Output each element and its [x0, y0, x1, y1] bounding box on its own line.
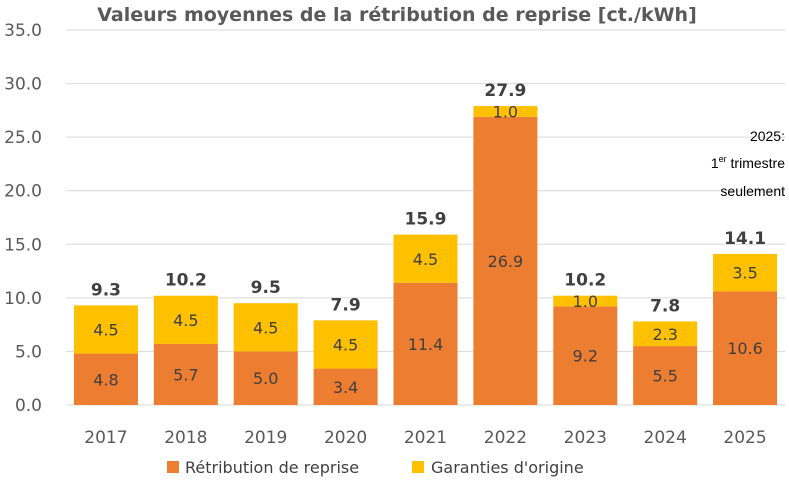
- bar-segment-garanties: [633, 321, 698, 347]
- note-line-2-superscript: er: [719, 154, 727, 164]
- x-tick-label: 2021: [404, 428, 447, 448]
- total-label: 10.2: [165, 271, 207, 291]
- bar-segment-garanties: [393, 234, 458, 283]
- total-label: 7.8: [650, 296, 680, 316]
- data-label: 11.4: [408, 335, 444, 354]
- legend-label-retribution: Rétribution de reprise: [185, 458, 359, 477]
- total-label: 15.9: [405, 210, 447, 230]
- y-tick-label: 15.0: [4, 235, 42, 255]
- bar-segment-retribution: [153, 343, 218, 405]
- note-line-2: 1er trimestre: [711, 154, 785, 171]
- note-line-2-prefix: 1: [711, 155, 719, 171]
- bar-segment-retribution: [713, 291, 778, 405]
- total-label: 7.9: [331, 295, 361, 315]
- bars: 4.84.59.35.74.510.25.04.59.53.44.57.911.…: [73, 81, 778, 406]
- data-label: 2.3: [652, 325, 677, 344]
- x-axis-ticks: 2017 2018 2019 2020 2021 2022 2023 2024 2025: [84, 428, 766, 448]
- bar-segment-retribution: [313, 368, 378, 405]
- bar-segment-garanties: [233, 303, 298, 352]
- x-tick-label: 2018: [164, 428, 207, 448]
- y-axis-ticks: 0.0 5.0 10.0 15.0 20.0 25.0 30.0 35.0: [4, 21, 42, 416]
- annotation-note: 2025: 1er trimestre seulement: [711, 128, 785, 199]
- x-tick-label: 2020: [324, 428, 367, 448]
- data-label: 4.5: [413, 250, 438, 269]
- data-label: 4.5: [333, 335, 358, 354]
- x-tick-label: 2024: [644, 428, 687, 448]
- data-label: 5.7: [173, 365, 198, 384]
- bar-segment-retribution: [73, 353, 138, 405]
- bar-segment-retribution: [633, 346, 698, 405]
- x-tick-label: 2019: [244, 428, 287, 448]
- total-label: 9.3: [91, 280, 121, 300]
- bar-segment-garanties: [313, 320, 378, 369]
- bar-segment-garanties: [73, 305, 138, 354]
- y-tick-label: 35.0: [4, 21, 42, 41]
- bar-segment-garanties: [473, 106, 538, 117]
- data-label: 3.5: [732, 264, 757, 283]
- total-label: 9.5: [251, 278, 281, 298]
- x-tick-label: 2017: [84, 428, 127, 448]
- data-label: 4.8: [93, 370, 118, 389]
- data-label: 4.5: [93, 320, 118, 339]
- legend: Rétribution de reprise Garanties d'origi…: [167, 458, 584, 477]
- note-line-2-suffix: trimestre: [727, 155, 786, 171]
- data-label: 4.5: [173, 311, 198, 330]
- note-line-1: 2025:: [750, 128, 785, 144]
- total-label: 10.2: [564, 271, 606, 291]
- data-label: 3.4: [333, 378, 358, 397]
- data-label: 26.9: [488, 252, 524, 271]
- x-tick-label: 2023: [564, 428, 607, 448]
- data-label: 1.0: [493, 102, 518, 121]
- bar-segment-retribution: [233, 351, 298, 405]
- note-line-3: seulement: [720, 183, 785, 199]
- total-label: 27.9: [484, 81, 526, 101]
- y-tick-label: 20.0: [4, 182, 42, 202]
- data-label: 5.0: [253, 369, 278, 388]
- y-tick-label: 0.0: [15, 396, 42, 416]
- data-label: 1.0: [573, 292, 598, 311]
- chart-title: Valeurs moyennes de la rétribution de re…: [97, 4, 697, 26]
- y-tick-label: 5.0: [15, 342, 42, 362]
- bar-segment-garanties: [713, 253, 778, 292]
- y-tick-label: 10.0: [4, 289, 42, 309]
- legend-label-garanties: Garanties d'origine: [431, 458, 584, 477]
- bar-segment-retribution: [473, 116, 538, 406]
- total-label: 14.1: [724, 229, 766, 249]
- legend-swatch-retribution: [167, 461, 179, 473]
- bar-segment-retribution: [553, 306, 618, 405]
- x-tick-label: 2025: [723, 428, 766, 448]
- bar-segment-retribution: [393, 282, 458, 405]
- y-tick-label: 25.0: [4, 128, 42, 148]
- y-tick-label: 30.0: [4, 75, 42, 95]
- x-tick-label: 2022: [484, 428, 527, 448]
- data-label: 10.6: [727, 339, 763, 358]
- data-label: 9.2: [573, 347, 598, 366]
- bar-segment-garanties: [553, 295, 618, 307]
- legend-swatch-garanties: [412, 461, 424, 473]
- data-label: 4.5: [253, 318, 278, 337]
- bar-segment-garanties: [153, 295, 218, 344]
- data-label: 5.5: [652, 367, 677, 386]
